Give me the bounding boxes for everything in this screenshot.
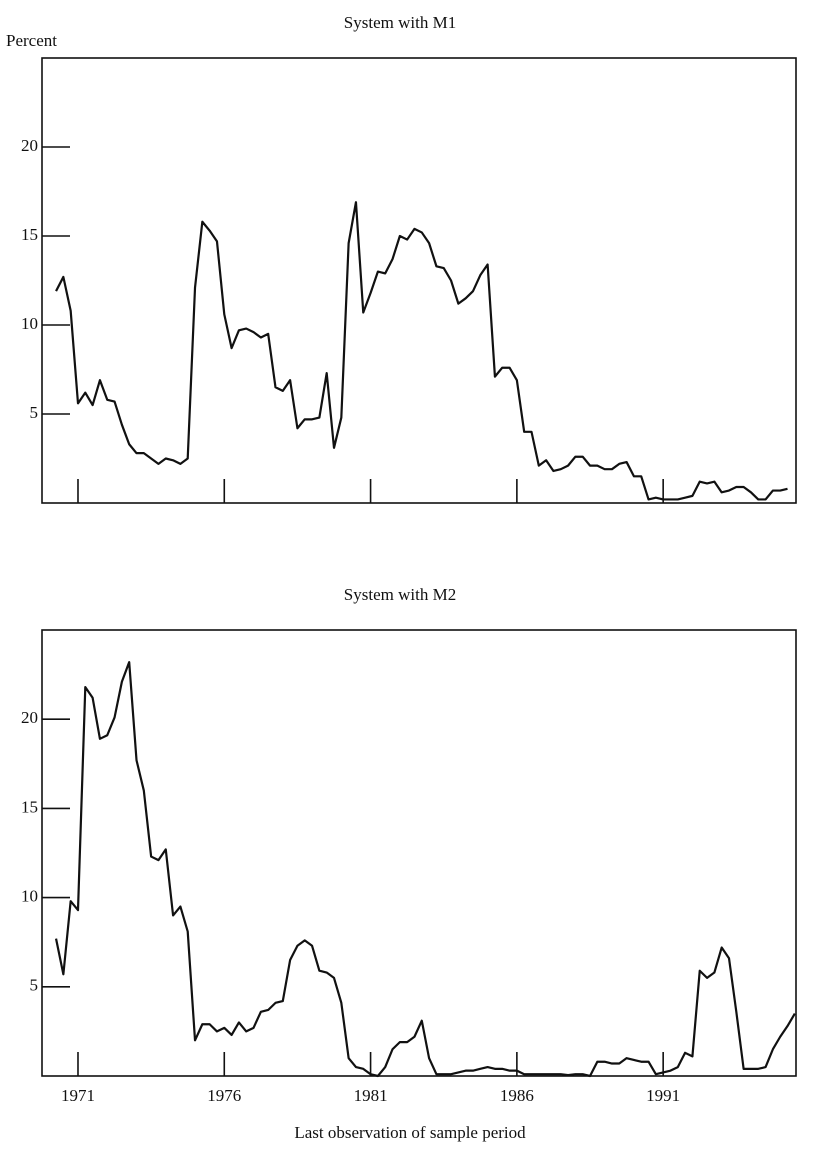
y-tick-label: 15 bbox=[21, 225, 38, 244]
y-tick-label: 20 bbox=[21, 136, 38, 155]
y-tick-label: 15 bbox=[21, 797, 38, 816]
x-tick-label: 1986 bbox=[500, 1086, 534, 1105]
data-line bbox=[55, 201, 788, 501]
x-tick-label: 1976 bbox=[207, 1086, 241, 1105]
x-tick-label: 1991 bbox=[646, 1086, 680, 1105]
y-tick-label: 5 bbox=[30, 403, 39, 422]
plot-frame bbox=[41, 57, 797, 504]
plot-frame bbox=[41, 629, 797, 1077]
x-tick-label: 1981 bbox=[354, 1086, 388, 1105]
chart-title: System with M1 bbox=[344, 13, 456, 32]
y-tick-label: 20 bbox=[21, 708, 38, 727]
data-line bbox=[54, 661, 796, 1078]
y-tick-label: 5 bbox=[30, 976, 39, 995]
y-tick-label: 10 bbox=[21, 887, 38, 906]
chart-title: System with M2 bbox=[344, 585, 456, 604]
x-tick-label: 1971 bbox=[61, 1086, 95, 1105]
y-tick-label: 10 bbox=[21, 314, 38, 333]
y-axis-label: Percent bbox=[6, 31, 57, 50]
x-axis-label: Last observation of sample period bbox=[294, 1123, 526, 1142]
